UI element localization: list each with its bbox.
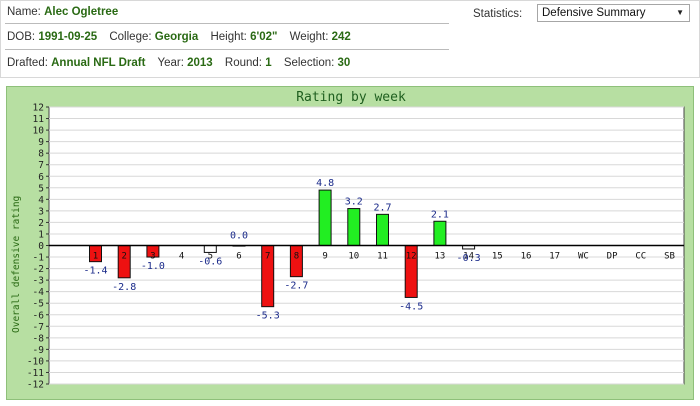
height-label: Height: — [210, 31, 247, 43]
statistics-selected-value: Defensive Summary — [542, 7, 646, 19]
college-label: College: — [109, 31, 152, 43]
player-name: Alec Ogletree — [44, 6, 119, 18]
x-tick-label: 13 — [434, 252, 445, 262]
round-label: Round: — [224, 57, 262, 69]
year-label: Year: — [157, 57, 184, 69]
y-tick-label: 6 — [38, 172, 44, 183]
y-tick-label: -1 — [33, 253, 45, 264]
data-label: 2.7 — [373, 202, 391, 213]
x-tick-label: WC — [578, 252, 589, 262]
y-tick-label: 9 — [38, 137, 44, 148]
weight-label: Weight: — [289, 31, 329, 43]
height-value: 6'02" — [250, 31, 278, 43]
y-tick-label: 5 — [38, 183, 44, 194]
bio-line: DOB: 1991-09-25 College: Georgia Height:… — [7, 31, 351, 43]
name-label: Name: — [7, 6, 41, 18]
data-label: -5.3 — [256, 311, 280, 322]
y-tick-label: -10 — [27, 356, 44, 367]
x-tick-label: 5 — [208, 252, 213, 262]
rating-chart: 1211109876543210-1-2-3-4-5-6-7-8-9-10-11… — [27, 103, 685, 391]
y-tick-label: -8 — [33, 333, 45, 344]
selection-label: Selection: — [283, 57, 335, 69]
x-tick-label: SB — [664, 252, 675, 262]
x-tick-label: 16 — [521, 252, 532, 262]
y-tick-label: 12 — [33, 103, 44, 114]
bar — [318, 189, 332, 246]
bar — [117, 245, 131, 279]
data-label: 4.8 — [316, 178, 334, 189]
dob-value: 1991-09-25 — [38, 31, 98, 43]
chart-title: Rating by week — [296, 90, 406, 105]
y-tick-label: 0 — [38, 241, 44, 252]
y-axis-label: Overall defensive rating — [11, 195, 22, 333]
x-tick-label: CC — [635, 252, 646, 262]
y-tick-label: 11 — [33, 114, 45, 125]
y-tick-label: -5 — [33, 299, 44, 310]
dob-label: DOB: — [7, 31, 36, 43]
data-label: -2.8 — [112, 282, 136, 293]
bar — [376, 213, 389, 247]
x-tick-label: 14 — [463, 252, 474, 262]
name-line: Name: Alec Ogletree — [7, 6, 118, 18]
y-tick-label: -9 — [33, 345, 45, 356]
x-tick-label: 7 — [265, 252, 270, 262]
year-value: 2013 — [187, 57, 213, 69]
x-tick-label: 1 — [93, 252, 98, 262]
divider — [5, 23, 449, 24]
x-tick-label: 3 — [150, 252, 155, 262]
drafted-label: Drafted: — [7, 57, 48, 69]
y-tick-label: -2 — [33, 264, 44, 275]
data-label: -2.7 — [284, 281, 308, 292]
x-tick-label: DP — [607, 252, 618, 262]
data-label: -1.0 — [141, 261, 165, 272]
y-tick-label: 7 — [38, 160, 44, 171]
y-tick-label: -6 — [33, 310, 45, 321]
y-tick-label: 1 — [38, 229, 44, 240]
x-tick-label: 15 — [492, 252, 503, 262]
weight-value: 242 — [331, 31, 351, 43]
data-label: -4.5 — [399, 301, 423, 312]
data-label: 2.1 — [431, 209, 449, 220]
bar — [433, 220, 447, 246]
bar — [347, 208, 361, 246]
y-tick-label: 4 — [38, 195, 44, 206]
x-tick-label: 9 — [322, 252, 327, 262]
y-tick-label: 8 — [38, 149, 44, 160]
round-value: 1 — [265, 57, 272, 69]
x-tick-label: 17 — [549, 252, 560, 262]
y-tick-label: 2 — [38, 218, 44, 229]
statistics-select[interactable]: Defensive Summary ▼ — [537, 4, 690, 22]
x-tick-label: 10 — [348, 252, 359, 262]
statistics-label: Statistics: — [473, 8, 523, 20]
college-value: Georgia — [154, 31, 199, 43]
y-tick-label: -7 — [33, 322, 44, 333]
x-tick-label: 12 — [406, 252, 417, 262]
draft-line: Drafted: Annual NFL Draft Year: 2013 Rou… — [7, 57, 350, 69]
x-tick-label: 8 — [294, 252, 299, 262]
rating-chart-panel: 12 11 10 9 8 7 6 5 4 3 2 1 0 -1 -2 -3 -4 -5 -6 -7 -8 -9 -10 -11… — [6, 86, 694, 400]
x-tick-label: 11 — [377, 252, 388, 262]
triangle-down-icon[interactable]: ▼ — [676, 8, 684, 17]
y-tick-label: 3 — [38, 206, 44, 217]
x-tick-label: 2 — [121, 252, 126, 262]
x-tick-label: 4 — [179, 252, 184, 262]
selection-value: 30 — [337, 57, 351, 69]
x-tick-label: 6 — [236, 252, 241, 262]
data-label: -0.6 — [198, 256, 222, 267]
data-label: 3.2 — [345, 197, 363, 208]
y-tick-label: 10 — [33, 126, 45, 137]
player-info-panel: Name: Alec Ogletree DOB: 1991-09-25 Coll… — [0, 0, 700, 78]
y-tick-label: -3 — [33, 276, 44, 287]
data-label: -1.4 — [83, 266, 107, 277]
y-tick-label: -12 — [27, 380, 44, 391]
y-tick-label: -4 — [33, 287, 45, 298]
divider — [5, 49, 449, 50]
drafted-value: Annual NFL Draft — [51, 57, 146, 69]
data-label: -0.3 — [457, 253, 481, 264]
data-label: 0.0 — [230, 231, 248, 242]
y-tick-label: -11 — [27, 368, 44, 379]
